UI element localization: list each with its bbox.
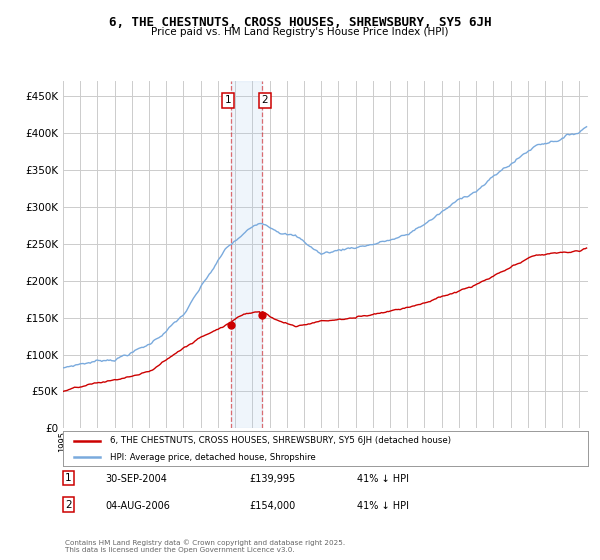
Text: £154,000: £154,000 — [249, 501, 295, 511]
Text: Price paid vs. HM Land Registry's House Price Index (HPI): Price paid vs. HM Land Registry's House … — [151, 27, 449, 37]
Text: 1: 1 — [65, 473, 71, 483]
Text: 30-SEP-2004: 30-SEP-2004 — [105, 474, 167, 484]
Text: 41% ↓ HPI: 41% ↓ HPI — [357, 501, 409, 511]
Text: Contains HM Land Registry data © Crown copyright and database right 2025.
This d: Contains HM Land Registry data © Crown c… — [65, 540, 345, 553]
Text: 1: 1 — [225, 95, 232, 105]
Text: 2: 2 — [65, 500, 71, 510]
Bar — [231, 81, 262, 428]
Text: 6, THE CHESTNUTS, CROSS HOUSES, SHREWSBURY, SY5 6JH: 6, THE CHESTNUTS, CROSS HOUSES, SHREWSBU… — [109, 16, 491, 29]
Text: 2: 2 — [262, 95, 268, 105]
Text: HPI: Average price, detached house, Shropshire: HPI: Average price, detached house, Shro… — [110, 452, 316, 462]
Text: 6, THE CHESTNUTS, CROSS HOUSES, SHREWSBURY, SY5 6JH (detached house): 6, THE CHESTNUTS, CROSS HOUSES, SHREWSBU… — [110, 436, 451, 445]
Text: 41% ↓ HPI: 41% ↓ HPI — [357, 474, 409, 484]
Text: £139,995: £139,995 — [249, 474, 295, 484]
Text: 04-AUG-2006: 04-AUG-2006 — [105, 501, 170, 511]
